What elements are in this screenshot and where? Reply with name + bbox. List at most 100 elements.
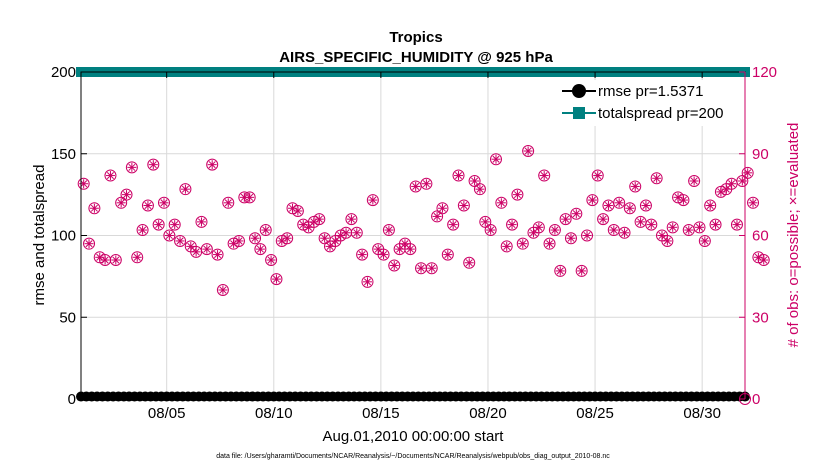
obs-evaluated-point [186, 241, 196, 251]
obs-possible-point [131, 251, 144, 264]
asterisk-stroke [80, 180, 88, 188]
asterisk-stroke [165, 231, 173, 240]
obs-evaluated-point [362, 277, 372, 287]
obs-possible-point [254, 243, 267, 256]
asterisk-stroke [733, 221, 741, 229]
asterisk-stroke [460, 201, 468, 210]
asterisk-stroke [101, 256, 109, 264]
obs-possible-point [495, 196, 508, 209]
asterisk-stroke [213, 251, 222, 259]
obs-possible-point [174, 234, 187, 247]
asterisk-stroke [454, 171, 463, 180]
asterisk-stroke [176, 237, 184, 245]
obs-evaluated-point [711, 220, 721, 230]
obs-evaluated-point [625, 203, 635, 213]
asterisk-stroke [412, 182, 420, 191]
obs-evaluated-point [454, 171, 464, 181]
obs-possible-point [463, 256, 476, 269]
obs-possible-point [216, 284, 229, 296]
y-right-tick-label: 120 [752, 64, 777, 81]
y-left-tick-label: 100 [51, 228, 76, 245]
asterisk-stroke [449, 221, 457, 229]
asterisk-stroke [631, 182, 639, 191]
obs-evaluated-point [636, 217, 646, 227]
obs-evaluated-point [721, 184, 731, 194]
asterisk-stroke [695, 223, 704, 231]
asterisk-stroke [524, 147, 532, 155]
obs-possible-point [265, 254, 278, 267]
obs-evaluated-point [132, 252, 142, 262]
obs-evaluated-point [443, 250, 453, 260]
obs-possible-point [704, 199, 717, 212]
obs-evaluated-point [314, 214, 324, 224]
obs-evaluated-point [122, 190, 132, 200]
obs-possible-point [120, 188, 133, 201]
obs-possible-point [377, 248, 390, 261]
obs-possible-point [500, 240, 513, 253]
obs-possible-point [366, 194, 379, 207]
asterisk-stroke [117, 199, 125, 207]
obs-evaluated-point [475, 184, 485, 194]
obs-possible-point [645, 218, 658, 231]
obs-evaluated-point [127, 162, 137, 172]
obs-evaluated-point [539, 171, 549, 181]
asterisk-stroke [331, 237, 339, 245]
obs-possible-point [661, 234, 674, 247]
asterisk-stroke [251, 234, 259, 242]
asterisk-stroke [754, 253, 762, 261]
obs-possible-point [200, 243, 213, 256]
asterisk-stroke [422, 180, 430, 188]
obs-evaluated-point [245, 192, 255, 202]
obs-possible-point [639, 199, 652, 212]
obs-possible-point [270, 273, 283, 286]
asterisk-stroke [342, 229, 350, 237]
obs-evaluated-point [148, 160, 158, 170]
asterisk-stroke [326, 242, 334, 250]
obs-evaluated-point [405, 244, 415, 254]
obs-evaluated-point [609, 225, 619, 235]
asterisk-stroke [305, 223, 313, 231]
obs-evaluated-point [561, 214, 571, 224]
obs-possible-point [163, 229, 176, 242]
obs-evaluated-point [234, 236, 244, 246]
asterisk-stroke [417, 264, 425, 272]
obs-evaluated-point [523, 146, 533, 156]
obs-possible-point [158, 196, 170, 209]
obs-evaluated-point [304, 222, 314, 232]
asterisk-stroke [487, 226, 495, 234]
asterisk-stroke [401, 240, 409, 248]
asterisk-stroke [347, 215, 355, 223]
obs-possible-point [693, 221, 706, 234]
asterisk-stroke [722, 185, 730, 193]
asterisk-stroke [155, 221, 163, 229]
obs-possible-point [511, 188, 524, 201]
obs-possible-point [345, 213, 358, 226]
asterisk-stroke [240, 193, 248, 201]
obs-evaluated-point [293, 206, 303, 216]
obs-evaluated-point [175, 236, 185, 246]
asterisk-stroke [112, 256, 120, 264]
obs-possible-point [650, 172, 663, 185]
obs-possible-point [730, 218, 743, 231]
obs-evaluated-point [678, 195, 688, 205]
asterisk-stroke [604, 201, 613, 210]
obs-possible-point [382, 224, 395, 237]
asterisk-stroke [540, 171, 548, 180]
asterisk-stroke [171, 221, 179, 229]
obs-possible-point [538, 169, 551, 182]
obs-evaluated-point [330, 236, 340, 246]
obs-evaluated-point [373, 244, 383, 254]
asterisk-stroke [283, 234, 291, 242]
legend-marker-rmse [572, 84, 586, 98]
obs-evaluated-point [550, 225, 560, 235]
x-tick-label: 08/30 [683, 405, 721, 422]
asterisk-stroke [711, 221, 720, 229]
asterisk-stroke [288, 204, 297, 212]
asterisk-stroke [760, 256, 768, 264]
obs-evaluated-point [598, 214, 608, 224]
asterisk-stroke [717, 188, 725, 196]
asterisk-stroke [181, 185, 189, 193]
obs-evaluated-point [502, 241, 512, 251]
asterisk-stroke [647, 221, 655, 229]
obs-evaluated-point [641, 201, 651, 211]
